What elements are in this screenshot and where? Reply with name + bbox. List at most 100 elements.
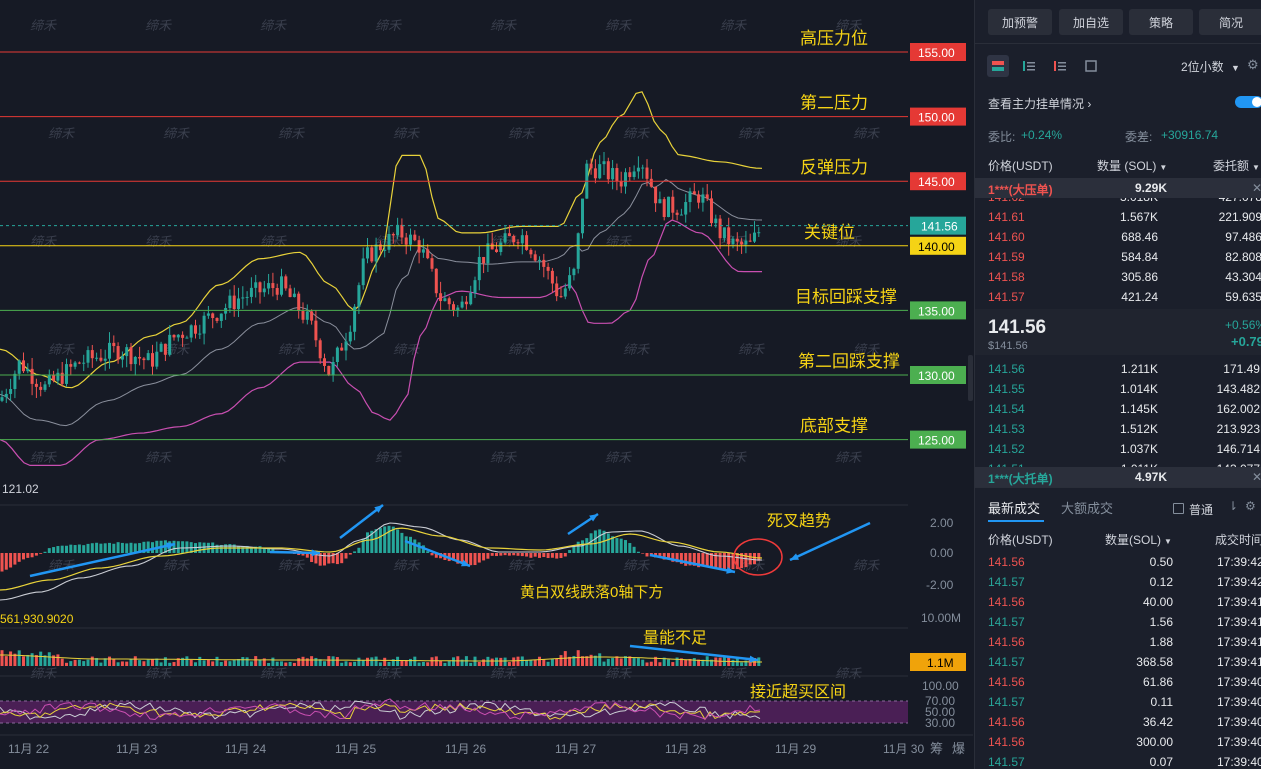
both-view-icon[interactable] (987, 55, 1009, 77)
bid-row[interactable]: 141.54 1.145K 162.002K (975, 399, 1261, 419)
tab-latest-trades[interactable]: 最新成交 (988, 501, 1041, 516)
candle-body (9, 389, 13, 394)
asks-view-icon[interactable] (1049, 55, 1071, 77)
tab-large-trades[interactable]: 大额成交 (1061, 501, 1114, 516)
volume-bar (151, 659, 154, 666)
watermark-text: 缔禾 (393, 342, 420, 357)
candle-body (482, 257, 486, 264)
candle-body (426, 249, 430, 259)
trade-row[interactable]: 141.57 368.58 17:39:41 (975, 652, 1261, 672)
macd-histogram-bar (495, 553, 498, 557)
candle-body (417, 240, 421, 253)
candle-body (495, 249, 498, 252)
trade-qty-header[interactable]: 数量(SOL) ▼ (1105, 531, 1172, 548)
volume-bar (568, 656, 572, 666)
trade-row[interactable]: 141.57 1.56 17:39:41 (975, 612, 1261, 632)
close-icon[interactable]: ✕ (1252, 181, 1261, 195)
big-ask-row[interactable]: 1***(大压单) 9.29K ✕ (975, 178, 1261, 198)
candle-body (108, 342, 111, 359)
settings-gear-icon[interactable]: ⚙ (1247, 57, 1259, 72)
trade-row[interactable]: 141.56 0.50 17:39:42 (975, 552, 1261, 572)
trend-arrow (629, 644, 759, 662)
big-bid-label: 1***(大托单) (988, 472, 1053, 486)
volume-bar (740, 662, 744, 666)
macd-histogram-bar (232, 544, 236, 553)
macd-axis-tick: -2.00 (926, 578, 954, 592)
ask-row[interactable]: 141.60 688.46 97.486K (975, 227, 1261, 247)
volume-bar (542, 659, 546, 666)
volume-bar (417, 662, 421, 666)
candle-body (95, 357, 99, 359)
volume-bar (421, 661, 425, 666)
candle-body (735, 238, 739, 242)
volume-bar (606, 658, 610, 666)
level-label: 底部支撑 (800, 417, 868, 436)
add-watchlist-button[interactable]: 加自选 (1059, 9, 1123, 35)
macd-histogram-bar (572, 545, 576, 553)
bid-row[interactable]: 141.53 1.512K 213.923K (975, 419, 1261, 439)
volume-bar (82, 661, 86, 666)
trade-row[interactable]: 141.57 0.07 17:39:40 (975, 752, 1261, 769)
volume-bar (533, 659, 537, 666)
macd-histogram-bar (116, 542, 120, 553)
sort-icon[interactable]: ⇂ (1228, 499, 1239, 513)
candle-body (460, 301, 464, 308)
main-orders-link[interactable]: 查看主力挂单情况 › (988, 95, 1091, 112)
bid-row[interactable]: 141.52 1.037K 146.714K (975, 439, 1261, 459)
candle-body (198, 333, 202, 335)
candle-body (753, 232, 756, 242)
ask-row[interactable]: 141.61 1.567K 221.909K (975, 207, 1261, 227)
volume-bar (559, 655, 563, 666)
watermark-text: 缔禾 (835, 234, 862, 249)
overview-button[interactable]: 简况 (1199, 9, 1261, 35)
book-qty-header[interactable]: 数量 (SOL) ▼ (1097, 157, 1167, 174)
ask-row[interactable]: 141.58 305.86 43.304K (975, 267, 1261, 287)
level-label: 关键位 (804, 223, 855, 242)
rsi-annotation: 接近超买区间 (750, 683, 846, 701)
volume-bar (477, 661, 481, 666)
candle-body (598, 164, 602, 179)
ask-row[interactable]: 141.57 421.24 59.635K (975, 287, 1261, 307)
macd-histogram-bar (490, 553, 494, 556)
add-alert-button[interactable]: 加预警 (988, 9, 1052, 35)
volume-ma-line (0, 654, 762, 663)
watermark-text: 缔禾 (278, 558, 305, 573)
book-total-header[interactable]: 委托额 ▼ (1213, 157, 1260, 174)
main-orders-toggle[interactable] (1235, 96, 1261, 108)
trade-row[interactable]: 141.56 61.86 17:39:40 (975, 672, 1261, 692)
candle-body (65, 364, 68, 384)
trade-row[interactable]: 141.56 1.88 17:39:41 (975, 632, 1261, 652)
candle-body (151, 353, 154, 367)
volume-bar (181, 657, 185, 666)
bid-row[interactable]: 141.56 1.211K 171.49K (975, 359, 1261, 379)
single-view-icon[interactable] (1080, 55, 1102, 77)
decimals-select[interactable]: 2位小数 ▼ (1181, 58, 1240, 75)
candle-body (370, 247, 374, 262)
ask-row[interactable]: 141.59 584.84 82.808K (975, 247, 1261, 267)
bid-row[interactable]: 141.55 1.014K 143.482K (975, 379, 1261, 399)
close-icon[interactable]: ✕ (1252, 470, 1261, 484)
big-bid-row[interactable]: 1***(大托单) 4.97K ✕ (975, 467, 1261, 487)
candle-body (237, 298, 240, 310)
normal-checkbox[interactable] (1173, 503, 1184, 514)
trade-row[interactable]: 141.57 0.11 17:39:40 (975, 692, 1261, 712)
trade-row[interactable]: 141.56 36.42 17:39:40 (975, 712, 1261, 732)
strategy-button[interactable]: 策略 (1129, 9, 1193, 35)
volume-bar (90, 656, 94, 666)
bids-view-icon[interactable] (1018, 55, 1040, 77)
candle-body (701, 194, 705, 203)
chart-panel[interactable]: 缔禾 缔禾 缔禾 缔禾 缔禾 缔禾 缔禾 缔禾 缔禾 缔禾 缔禾 缔禾 缔禾 缔禾 缔禾 缔禾 缔禾 缔禾 缔禾 缔禾… (0, 0, 973, 769)
volume-bar (297, 658, 301, 666)
settings-gear-icon[interactable]: ⚙ (1245, 499, 1256, 513)
trade-row[interactable]: 141.57 0.12 17:39:42 (975, 572, 1261, 592)
macd-histogram-bar (559, 553, 563, 559)
trade-row[interactable]: 141.56 40.00 17:39:41 (975, 592, 1261, 612)
candle-body (615, 168, 619, 181)
macd-histogram-bar (464, 553, 468, 566)
macd-axis-tick: 0.00 (930, 546, 954, 560)
volume-bar (396, 656, 400, 666)
macd-histogram-bar (133, 543, 137, 553)
chart-scrollbar-handle[interactable] (968, 355, 973, 401)
trade-row[interactable]: 141.56 300.00 17:39:40 (975, 732, 1261, 752)
